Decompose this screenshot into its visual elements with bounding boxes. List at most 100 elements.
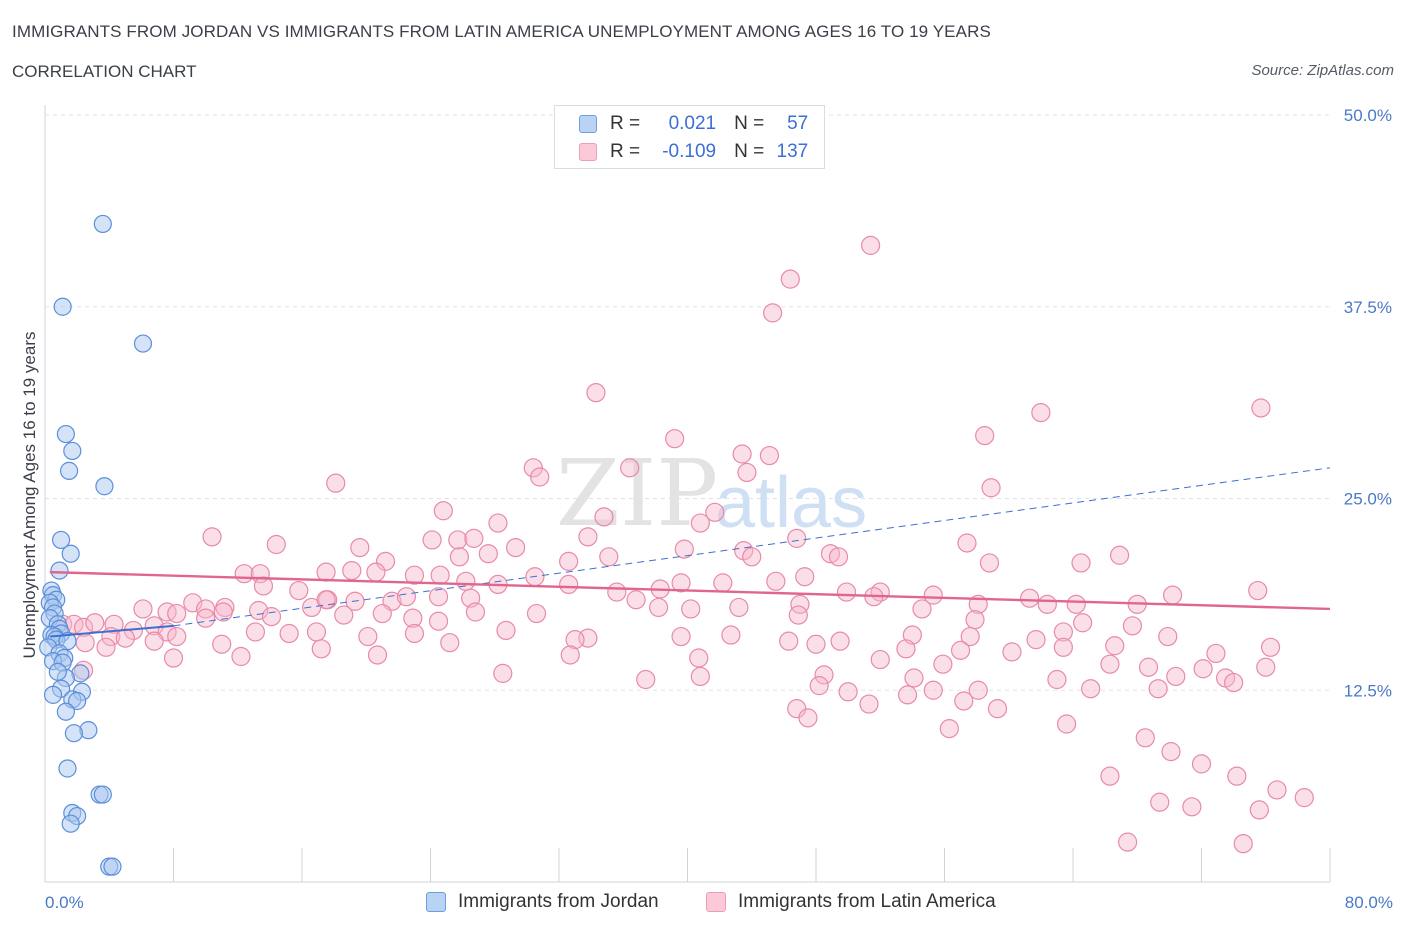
latam-point [1053,622,1073,642]
latam-point [626,590,646,610]
latam-point [742,547,762,567]
y-tick-label: 25.0% [1344,490,1392,509]
latam-point [358,626,378,647]
latam-point [496,620,516,641]
jordan-legend-label: Immigrants from Jordan [458,891,659,912]
latam-point [1026,630,1046,650]
latam-point [1150,792,1170,812]
latam-point [939,718,959,739]
latam-point [493,663,513,683]
latam-point [713,573,733,593]
jordan-point [68,691,87,711]
latam-point [586,383,606,403]
latam-point [404,565,425,585]
latam-point [559,574,579,595]
latam-point [115,628,135,648]
latam-point [763,303,783,323]
latam-point [1031,402,1051,423]
latam-point [366,562,386,582]
latam-point [1158,626,1178,647]
x-tick-label-max: 80.0% [1345,893,1393,912]
jordan-point [56,424,75,444]
latam-points [53,235,1314,854]
latam-point [433,501,453,521]
latam-point [965,610,985,630]
n-value-jordan: 57 [787,113,809,134]
latam-point [202,527,222,547]
latam-point [104,614,124,634]
legend-item-latam[interactable]: Immigrants from Latin America [706,890,996,914]
latam-point [559,551,579,571]
trend-lines [49,467,1331,638]
jordan-trend-solid [49,624,174,638]
latam-point [464,528,484,548]
latam-point [428,611,449,631]
stats-legend: R = 0.021 N = 57 R = -0.109 N = 137 [554,105,825,169]
latam-point [506,537,526,558]
latam-point [729,597,749,618]
latam-point [1148,679,1168,699]
latam-point [1056,714,1077,734]
latam-point [1227,766,1247,786]
latam-point [859,694,879,714]
latam-point [196,608,216,628]
watermark: ZIP atlas [556,440,867,547]
latam-point [759,445,780,466]
latam-point [279,623,299,644]
jordan-point [103,857,122,876]
latam-point [289,580,309,601]
latam-point [806,634,826,654]
latam-point [245,622,266,642]
axes [44,105,1331,883]
latam-point [620,458,640,478]
latam-point [671,573,691,593]
latam-point [788,605,808,625]
latam-point [1053,637,1073,657]
r-value-jordan: 0.021 [668,113,717,134]
latam-point [828,547,849,567]
latam-point [440,633,460,653]
latam-point [316,562,336,582]
jordan-point [56,702,75,721]
latam-point [403,608,423,628]
latam-point [430,565,450,585]
latam-point [665,429,685,449]
latam-point [1118,832,1138,852]
latam-point [1135,728,1155,748]
legend-item-jordan[interactable]: Immigrants from Jordan [426,890,659,914]
latam-point [594,507,614,527]
latam-point [261,607,282,627]
latam-point [1071,553,1091,573]
tick-labels: 12.5% 25.0% 37.5% 50.0% 0.0% 80.0% [45,106,1393,912]
latam-point [422,530,442,550]
latam-point [350,537,370,558]
jordan-point [58,759,77,778]
jordan-swatch [579,115,597,133]
latam-point [933,654,953,674]
latam-point [253,576,274,596]
latam-point [1182,797,1202,817]
latam-point [904,668,924,688]
r-value-latam: -0.109 [662,141,717,162]
latam-trend-line [49,570,1331,611]
latam-point [607,582,627,602]
latam-point [737,462,757,483]
chart-title: IMMIGRANTS FROM JORDAN VS IMMIGRANTS FRO… [12,22,991,41]
latam-point [372,603,392,624]
latam-point [954,691,974,711]
latam-point [674,539,694,559]
latam-point [1267,780,1287,800]
latam-point [1162,585,1183,605]
latam-point [779,631,799,651]
latam-point [311,639,331,659]
latam-point [987,699,1008,719]
latam-point [526,603,547,624]
latam-point [979,553,1000,573]
latam-point [780,269,800,289]
latam-point [565,630,585,650]
latam-point [488,513,508,533]
latam-point [923,585,943,605]
jordan-legend-swatch [426,892,446,912]
latam-point [456,571,476,591]
watermark-atlas: atlas [715,463,867,543]
